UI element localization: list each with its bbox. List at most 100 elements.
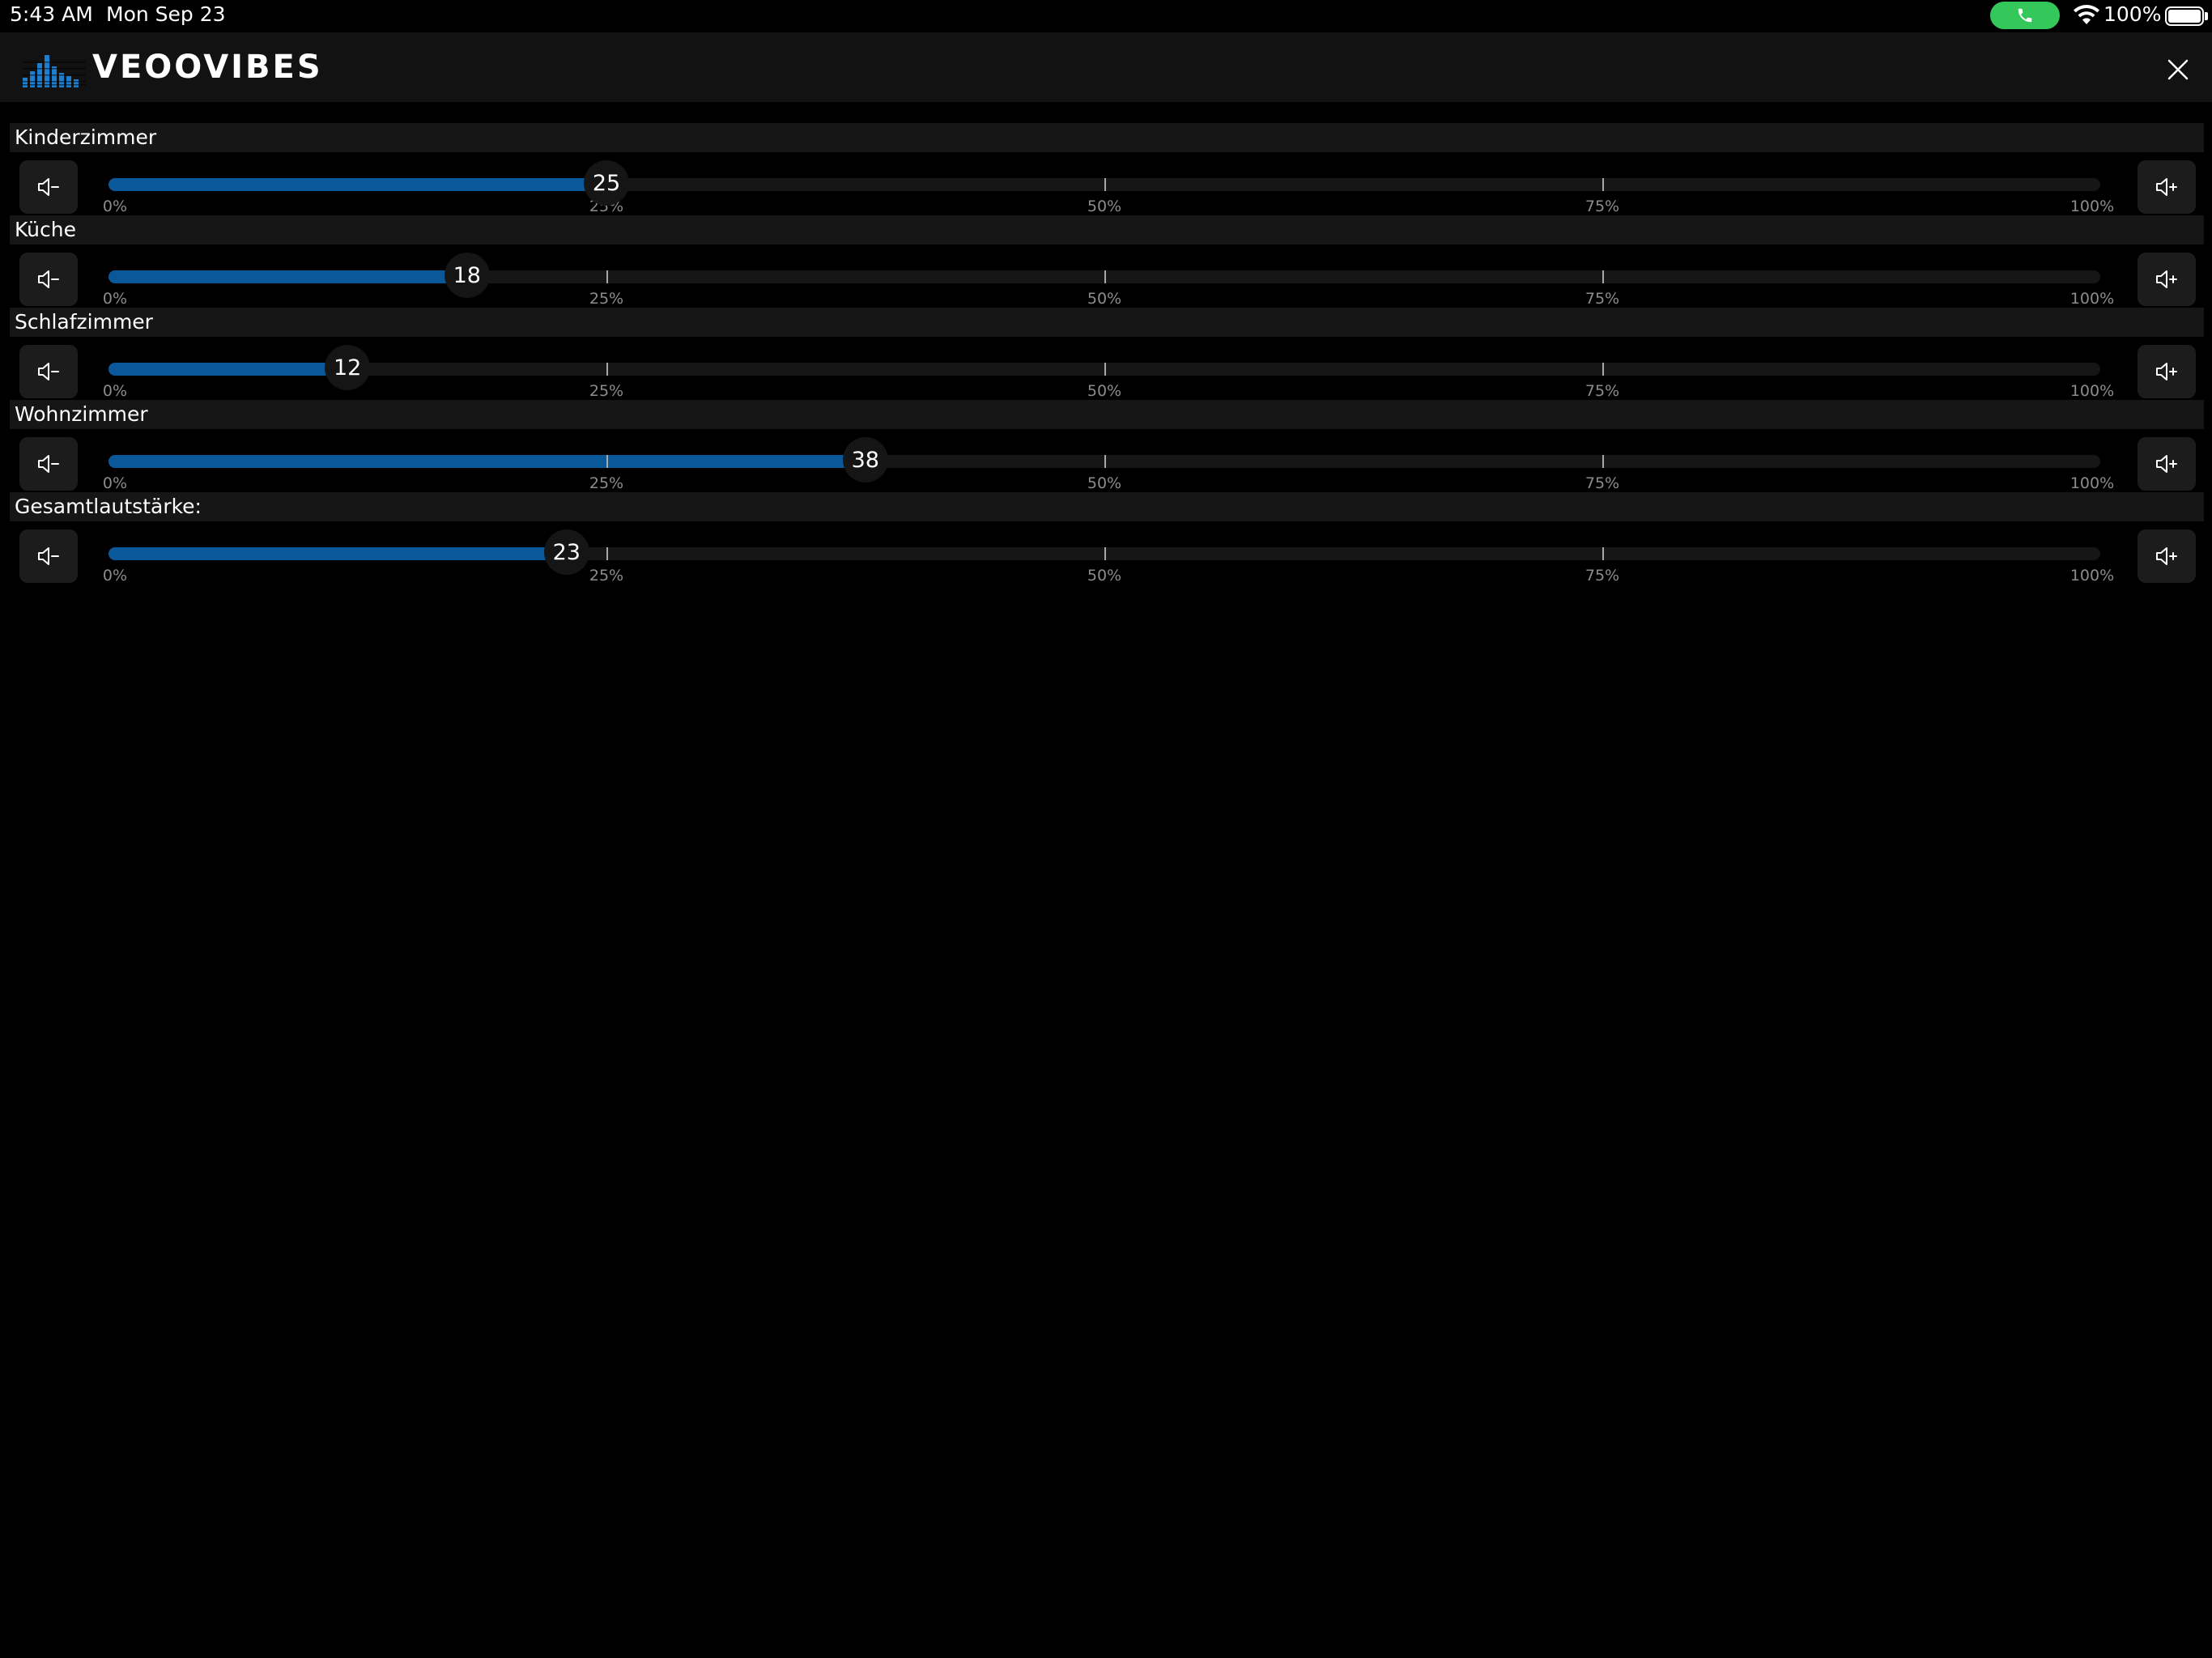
volume-down-button[interactable] <box>19 437 78 491</box>
close-icon <box>2167 59 2189 80</box>
slider-tick <box>1602 363 1604 376</box>
volume-up-button[interactable] <box>2138 345 2196 398</box>
volume-zone: Kinderzimmer 0% 25% 50% 75% 100% 25 <box>0 123 2212 215</box>
slider-scale-label: 50% <box>1087 382 1122 400</box>
slider-scale-label: 100% <box>2069 567 2115 585</box>
status-date: Mon Sep 23 <box>106 2 226 26</box>
slider-scale-label: 50% <box>1087 567 1122 585</box>
slider-scale-label: 25% <box>589 474 624 492</box>
volume-slider-fill <box>108 547 567 560</box>
status-time: 5:43 AM <box>10 2 93 26</box>
volume-slider-fill <box>108 363 348 376</box>
slider-scale-label: 75% <box>1585 198 1620 215</box>
slider-tick <box>1104 178 1106 191</box>
wifi-icon <box>2074 5 2099 24</box>
volume-up-icon <box>2156 547 2177 565</box>
slider-scale-label: 25% <box>589 382 624 400</box>
volume-down-button[interactable] <box>19 253 78 306</box>
app-logo-text: VEOOVIBES <box>92 49 323 86</box>
slider-scale-label: 0% <box>102 198 128 215</box>
volume-down-icon <box>38 178 59 196</box>
slider-scale-label: 0% <box>102 290 128 308</box>
battery-percentage: 100% <box>2104 2 2162 26</box>
volume-up-button[interactable] <box>2138 160 2196 214</box>
volume-slider-knob[interactable]: 18 <box>444 253 490 298</box>
volume-slider-knob[interactable]: 38 <box>842 437 888 483</box>
volume-up-icon <box>2156 270 2177 288</box>
battery-tip <box>2205 12 2208 20</box>
volume-down-button[interactable] <box>19 345 78 398</box>
volume-up-icon <box>2156 455 2177 473</box>
slider-scale-label: 100% <box>2069 474 2115 492</box>
volume-up-icon <box>2156 178 2177 196</box>
volume-zone: Gesamtlautstärke: 0% 25% 50% 75% 100% 23 <box>0 492 2212 585</box>
volume-slider-fill <box>108 178 606 191</box>
slider-tick <box>606 547 608 560</box>
volume-up-button[interactable] <box>2138 253 2196 306</box>
slider-scale-label: 25% <box>589 290 624 308</box>
app-header: VEOOVIBES <box>0 32 2212 102</box>
zone-name: Kinderzimmer <box>15 125 157 149</box>
slider-scale-label: 100% <box>2069 290 2115 308</box>
slider-tick <box>1104 270 1106 283</box>
volume-slider-knob[interactable]: 25 <box>584 160 629 206</box>
slider-tick <box>1602 547 1604 560</box>
slider-scale-label: 100% <box>2069 198 2115 215</box>
slider-scale-label: 50% <box>1087 474 1122 492</box>
slider-tick <box>606 270 608 283</box>
zone-label-bar: Schlafzimmer <box>10 308 2204 337</box>
volume-down-icon <box>38 270 59 288</box>
phone-icon <box>2018 8 2032 23</box>
slider-scale-label: 50% <box>1087 198 1122 215</box>
slider-tick <box>1602 270 1604 283</box>
volume-slider-track[interactable] <box>108 547 2100 560</box>
slider-scale-label: 0% <box>102 382 128 400</box>
slider-tick <box>1104 547 1106 560</box>
slider-tick <box>1602 455 1604 468</box>
call-indicator[interactable] <box>1990 2 2060 29</box>
slider-tick <box>1602 178 1604 191</box>
slider-scale-label: 75% <box>1585 567 1620 585</box>
zone-name: Küche <box>15 218 76 241</box>
volume-down-button[interactable] <box>19 160 78 214</box>
slider-scale-label: 25% <box>589 567 624 585</box>
slider-scale-label: 100% <box>2069 382 2115 400</box>
slider-tick <box>606 455 608 468</box>
volume-up-icon <box>2156 363 2177 380</box>
slider-scale-label: 75% <box>1585 474 1620 492</box>
volume-zone: Küche 0% 25% 50% 75% 100% 18 <box>0 215 2212 308</box>
zone-label-bar: Kinderzimmer <box>10 123 2204 152</box>
slider-tick <box>606 363 608 376</box>
close-button[interactable] <box>2160 52 2196 87</box>
zone-name: Wohnzimmer <box>15 402 148 426</box>
slider-scale-label: 0% <box>102 567 128 585</box>
slider-scale-label: 75% <box>1585 382 1620 400</box>
slider-tick <box>1104 455 1106 468</box>
zone-label-bar: Wohnzimmer <box>10 400 2204 429</box>
zone-name: Gesamtlautstärke: <box>15 495 202 518</box>
volume-slider-track[interactable] <box>108 363 2100 376</box>
volume-slider-knob[interactable]: 23 <box>543 529 589 575</box>
volume-slider-track[interactable] <box>108 455 2100 468</box>
volume-slider-knob[interactable]: 12 <box>325 345 371 390</box>
zone-label-bar: Gesamtlautstärke: <box>10 492 2204 521</box>
volume-zone: Wohnzimmer 0% 25% 50% 75% 100% 38 <box>0 400 2212 492</box>
volume-down-icon <box>38 363 59 380</box>
equalizer-bars-icon <box>23 55 86 87</box>
volume-slider-fill <box>108 270 467 283</box>
slider-scale-label: 50% <box>1087 290 1122 308</box>
volume-up-button[interactable] <box>2138 529 2196 583</box>
slider-scale-label: 75% <box>1585 290 1620 308</box>
volume-slider-fill <box>108 455 866 468</box>
volume-up-button[interactable] <box>2138 437 2196 491</box>
volume-down-icon <box>38 547 59 565</box>
volume-slider-track[interactable] <box>108 270 2100 283</box>
zone-label-bar: Küche <box>10 215 2204 244</box>
slider-tick <box>1104 363 1106 376</box>
volume-zone: Schlafzimmer 0% 25% 50% 75% 100% 12 <box>0 308 2212 400</box>
battery-icon <box>2165 6 2204 26</box>
zone-name: Schlafzimmer <box>15 310 153 334</box>
status-bar: 5:43 AM Mon Sep 23 100% <box>0 0 2212 32</box>
volume-slider-track[interactable] <box>108 178 2100 191</box>
volume-down-button[interactable] <box>19 529 78 583</box>
